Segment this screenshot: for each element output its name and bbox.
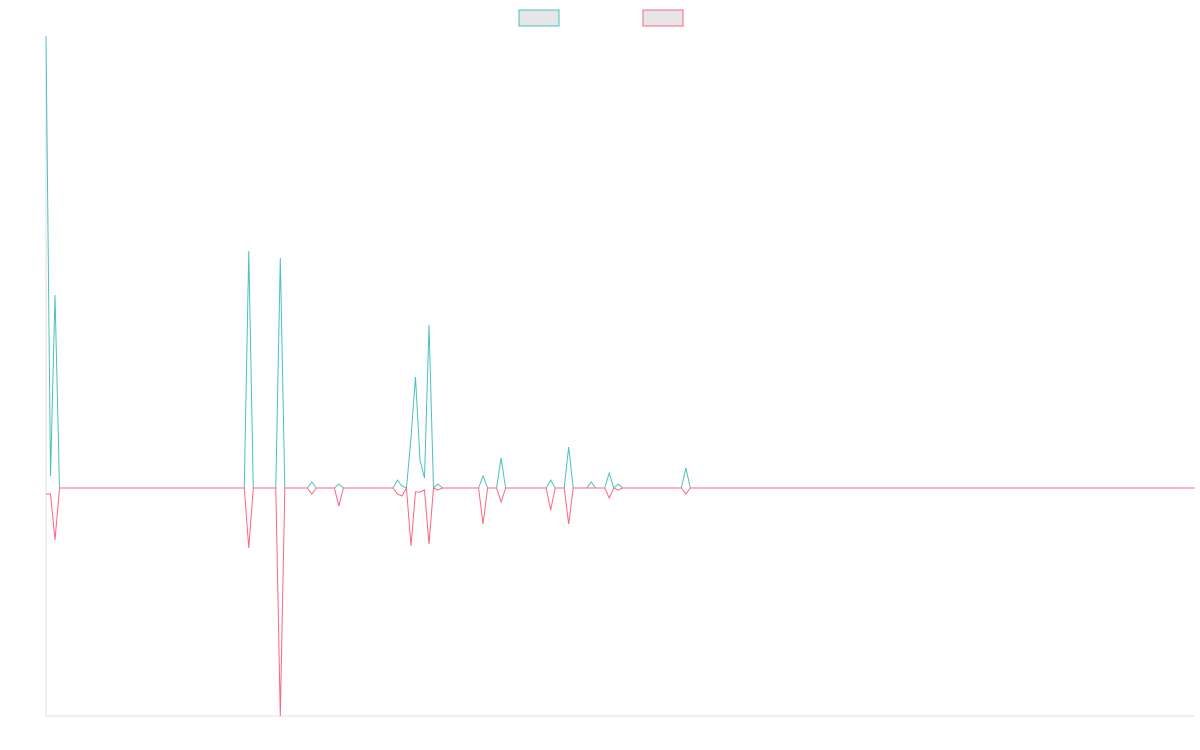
series-line — [46, 486, 1195, 717]
legend-swatch[interactable] — [642, 9, 684, 27]
legend-swatch[interactable] — [518, 9, 560, 27]
series-line — [45, 35, 1195, 490]
